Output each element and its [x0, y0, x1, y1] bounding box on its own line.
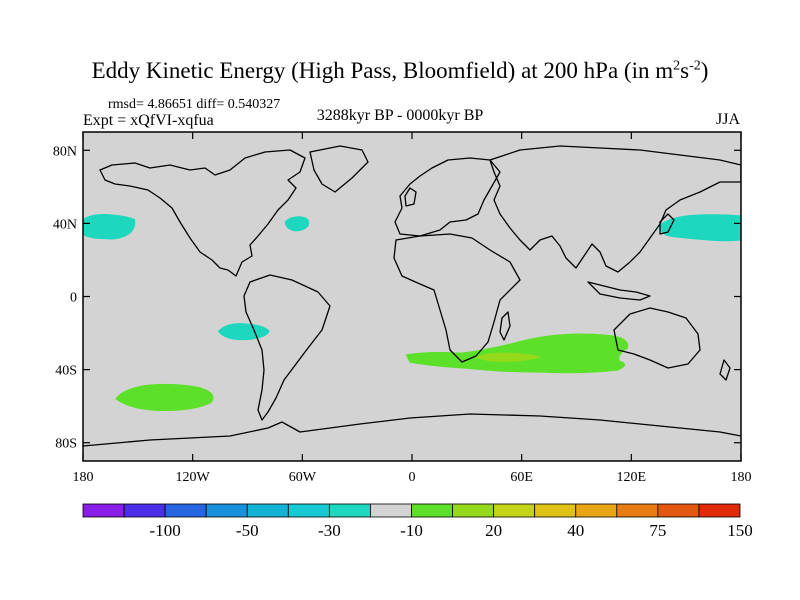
coast-south-america: [243, 274, 331, 421]
coast-new-zealand: [719, 359, 731, 381]
colorbar-label: 75: [649, 521, 666, 540]
title-exponent-1: 2: [673, 58, 681, 74]
stats-label: rmsd= 4.86651 diff= 0.540327: [108, 97, 281, 112]
colorbar-swatch: [205, 503, 248, 518]
lon-label: 120W: [176, 470, 211, 485]
colorbar-swatch: [123, 503, 166, 518]
coast-british-isles: [404, 187, 417, 207]
colorbar-swatch: [493, 503, 536, 518]
lon-label: 0: [409, 470, 416, 485]
colorbar-swatch: [287, 503, 330, 518]
lat-label: 40S: [55, 364, 77, 379]
title-end: ): [700, 58, 709, 83]
coastlines: [83, 145, 741, 447]
lon-label: 120E: [617, 470, 647, 485]
coast-asia: [489, 145, 741, 273]
coast-australia: [613, 307, 701, 369]
colorbar-swatch: [328, 503, 371, 518]
experiment-label: Expt = xQfVI-xqfua: [83, 112, 214, 129]
season-label: JJA: [716, 111, 741, 128]
colorbar-label: -10: [400, 521, 423, 540]
anomaly-south-pacific: [115, 383, 214, 412]
coast-north-america: [99, 149, 306, 277]
lon-label: 60E: [510, 470, 533, 485]
colorbar-swatch: [657, 503, 700, 518]
colorbar-swatch: [370, 503, 412, 518]
colorbar-swatch: [698, 503, 741, 518]
lat-label: 40N: [53, 217, 77, 232]
coast-japan: [659, 213, 675, 235]
title-main: Eddy Kinetic Energy (High Pass, Bloomfie…: [91, 58, 674, 83]
anomaly-north-pacific-east: [83, 213, 136, 240]
anomaly-north-pacific-west: [659, 214, 741, 242]
colorbar: -100 -50 -30 -10 20 40 75 150: [82, 503, 753, 540]
lon-label: 60W: [289, 470, 317, 485]
lat-label: 80N: [53, 144, 77, 159]
anomaly-west-atlantic: [284, 216, 310, 232]
colorbar-label: 20: [485, 521, 502, 540]
title-unit-s: s: [680, 58, 690, 83]
colorbar-swatch: [575, 503, 618, 518]
colorbar-swatch: [452, 503, 495, 518]
period-label: 3288kyr BP - 0000kyr BP: [316, 107, 484, 124]
coast-indonesia: [587, 281, 651, 301]
coast-africa: [393, 233, 521, 363]
coast-greenland: [309, 145, 369, 193]
chart-title: Eddy Kinetic Energy (High Pass, Bloomfie…: [0, 58, 800, 84]
colorbar-swatch: [164, 503, 207, 518]
colorbar-swatch: [82, 503, 125, 518]
title-exponent-2: -2: [689, 58, 701, 74]
colorbar-swatch: [246, 503, 289, 518]
map-background: [83, 132, 741, 461]
colorbar-label: -100: [150, 521, 181, 540]
colorbar-swatch: [616, 503, 659, 518]
anomaly-southern-indian-core: [475, 352, 542, 362]
coast-antarctica: [83, 413, 741, 447]
lat-label: 0: [70, 291, 77, 306]
colorbar-label: -30: [318, 521, 341, 540]
map-axes: 80N 40N 0 40S 80S 180 120W 60W 0 60E 120E 180: [53, 132, 752, 485]
colorbar-label: 150: [727, 521, 753, 540]
coast-madagascar: [499, 311, 511, 341]
colorbar-label: -50: [236, 521, 259, 540]
lon-label: 180: [73, 470, 94, 485]
lat-label: 80S: [55, 437, 77, 452]
lon-label: 180: [731, 470, 752, 485]
colorbar-swatch: [411, 503, 453, 518]
colorbar-swatch: [534, 503, 577, 518]
colorbar-label: 40: [567, 521, 584, 540]
